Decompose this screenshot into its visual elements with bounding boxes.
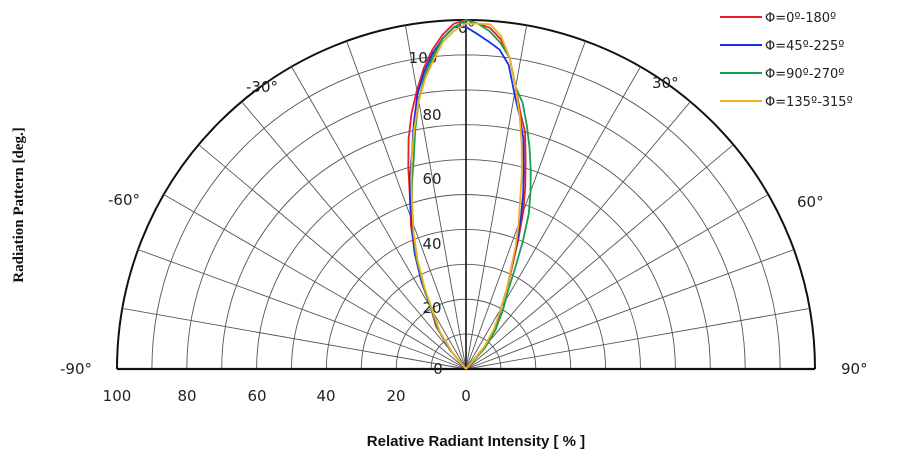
radial-tick-label: 40 <box>422 235 441 253</box>
grid-spoke <box>346 40 467 370</box>
grid-spoke <box>465 249 795 370</box>
angle-label: 90° <box>841 360 868 378</box>
polar-grid <box>116 19 816 371</box>
grid-spoke <box>465 66 641 370</box>
bottom-tick-label: 100 <box>103 387 132 405</box>
grid-spoke <box>465 194 769 370</box>
legend-label-2: Φ=90º-270º <box>765 67 844 82</box>
radial-tick-label: 80 <box>422 106 441 124</box>
legend-label-0: Φ=0º-180º <box>765 11 836 26</box>
legend: Φ=0º-180º Φ=45º-225º Φ=90º-270º Φ=135º-3… <box>720 11 853 110</box>
grid-spoke <box>465 40 586 370</box>
radial-tick-label: 60 <box>422 170 441 188</box>
angle-label: -30° <box>246 78 278 96</box>
angle-label: -90° <box>60 360 92 378</box>
grid-spoke <box>465 25 528 370</box>
legend-label-3: Φ=135º-315º <box>765 95 853 110</box>
y-axis-title: Radiation Pattern [deg.] <box>11 127 27 282</box>
grid-spoke <box>465 101 691 370</box>
grid-spoke <box>198 144 467 370</box>
angle-labels: -90° -60° -30° 0° 30° 60° 90° <box>60 19 868 378</box>
angle-label: 60° <box>797 193 824 211</box>
bottom-tick-label: 0 <box>461 387 471 405</box>
grid-spoke <box>163 194 467 370</box>
bottom-tick-label: 80 <box>177 387 196 405</box>
radial-tick-labels: 0 20 40 60 80 100 <box>409 49 443 378</box>
bottom-tick-label: 40 <box>316 387 335 405</box>
bottom-tick-label: 60 <box>247 387 266 405</box>
grid-spoke <box>465 307 810 370</box>
angle-label: -60° <box>108 191 140 209</box>
grid-spoke <box>241 101 467 370</box>
series-group <box>407 19 532 370</box>
grid-spoke <box>122 307 467 370</box>
angle-label: 30° <box>652 74 679 92</box>
x-axis-title: Relative Radiant Intensity [ % ] <box>367 433 585 450</box>
radial-tick-label: 0 <box>433 360 443 378</box>
legend-label-1: Φ=45º-225º <box>765 39 844 54</box>
bottom-tick-label: 20 <box>386 387 405 405</box>
grid-spoke <box>465 144 734 370</box>
grid-spoke <box>404 25 467 370</box>
bottom-tick-labels: 100 80 60 40 20 0 <box>103 387 471 405</box>
grid-spoke <box>291 66 467 370</box>
series-line-3 <box>410 22 523 370</box>
grid-spoke <box>137 249 467 370</box>
